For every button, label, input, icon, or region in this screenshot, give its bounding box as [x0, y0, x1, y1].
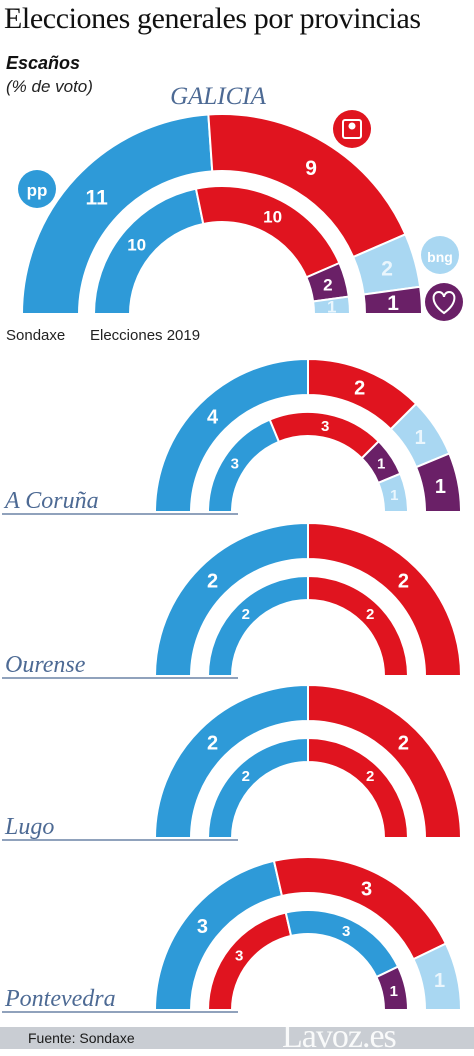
arc-ourense-elecciones-2019-psoe	[307, 574, 410, 677]
bng-logo-circle	[421, 236, 459, 274]
seat-label-pontevedra-elecciones-2019-psoe: 3	[235, 948, 243, 965]
seat-label-a-coruna-sondaxe-psoe: 2	[354, 377, 365, 399]
bng-logo-icon: bng	[421, 236, 459, 274]
arc-a-coruna-elecciones-2019-bng	[376, 472, 410, 513]
footer-source: Fuente: Sondaxe	[28, 1030, 135, 1046]
seat-label-a-coruna-elecciones-2019-podemos: 1	[377, 456, 385, 473]
chart-note: (% de voto)	[6, 77, 93, 96]
arc-pontevedra-sondaxe-bng	[412, 942, 463, 1011]
arc-galicia-sondaxe-podemos	[362, 285, 424, 315]
seat-label-galicia-sondaxe-pp: 11	[86, 187, 109, 210]
arc-lugo-sondaxe-psoe	[307, 683, 463, 839]
region-title-ourense: Ourense	[5, 652, 86, 678]
podemos-heart-icon	[425, 283, 463, 321]
seat-label-a-coruna-elecciones-2019-bng: 1	[390, 487, 398, 504]
seat-label-pontevedra-elecciones-2019-podemos: 1	[390, 983, 398, 1000]
region-title-galicia: GALICIA	[170, 83, 267, 110]
seat-label-a-coruna-sondaxe-podemos: 1	[435, 476, 446, 498]
podemos-logo-heart	[432, 290, 456, 315]
seat-label-galicia-sondaxe-podemos: 1	[387, 292, 399, 315]
seat-label-lugo-sondaxe-pp: 2	[207, 733, 218, 755]
arc-ourense-sondaxe-psoe	[307, 521, 463, 677]
arc-pontevedra-elecciones-2019-podemos	[375, 965, 410, 1011]
seat-label-lugo-elecciones-2019-psoe: 2	[366, 768, 374, 785]
seat-label-galicia-elecciones-2019-psoe: 10	[263, 207, 282, 226]
seat-label-galicia-elecciones-2019-bng: 1	[327, 298, 336, 317]
seat-label-lugo-sondaxe-psoe: 2	[398, 733, 409, 755]
psoe-logo-rose	[348, 122, 356, 130]
psoe-logo-square	[342, 119, 362, 139]
pp-logo-icon: pp	[18, 170, 56, 208]
seat-label-ourense-elecciones-2019-pp: 2	[242, 606, 250, 623]
bng-logo-text: bng	[427, 249, 453, 265]
seat-label-a-coruna-elecciones-2019-pp: 3	[231, 456, 239, 473]
seat-label-galicia-sondaxe-bng: 2	[381, 257, 393, 280]
seat-label-galicia-sondaxe-psoe: 9	[305, 157, 317, 180]
seat-label-galicia-elecciones-2019-podemos: 2	[323, 275, 332, 294]
seat-label-a-coruna-sondaxe-pp: 4	[207, 407, 219, 429]
ring-label-sondaxe: Sondaxe	[6, 327, 65, 344]
seat-label-pontevedra-sondaxe-pp: 3	[197, 916, 208, 938]
brand-watermark: Lavoz.es	[282, 1018, 397, 1055]
footer-bar	[0, 1027, 474, 1049]
psoe-rose-icon	[333, 110, 371, 148]
arc-a-coruna-sondaxe-podemos	[414, 452, 463, 513]
region-title-pontevedra: Pontevedra	[4, 986, 116, 1012]
arc-galicia-elecciones-2019-bng	[312, 295, 352, 315]
page-title: Elecciones generales por provincias	[4, 2, 421, 35]
seat-label-ourense-elecciones-2019-psoe: 2	[366, 606, 374, 623]
region-title-lugo: Lugo	[4, 814, 54, 840]
seat-label-lugo-elecciones-2019-pp: 2	[242, 768, 250, 785]
podemos-logo-circle	[425, 283, 463, 321]
pp-logo-circle	[18, 170, 56, 208]
seat-label-ourense-sondaxe-psoe: 2	[398, 571, 409, 593]
seat-label-galicia-elecciones-2019-pp: 10	[127, 236, 146, 255]
region-title-a-coruna: A Coruña	[3, 488, 99, 514]
seat-label-ourense-sondaxe-pp: 2	[207, 571, 218, 593]
chart-subtitle: Escaños	[6, 53, 81, 73]
seat-label-a-coruna-sondaxe-bng: 1	[415, 427, 426, 449]
pp-logo-text: pp	[27, 181, 48, 200]
ring-label-elecciones-2019: Elecciones 2019	[90, 327, 200, 344]
seat-label-pontevedra-sondaxe-psoe: 3	[361, 879, 372, 901]
arc-pontevedra-elecciones-2019-pp	[284, 909, 400, 979]
seat-label-a-coruna-elecciones-2019-psoe: 3	[321, 418, 329, 435]
arc-lugo-elecciones-2019-psoe	[307, 736, 410, 839]
seat-label-pontevedra-elecciones-2019-pp: 3	[342, 923, 350, 940]
seat-label-pontevedra-sondaxe-bng: 1	[434, 970, 445, 992]
